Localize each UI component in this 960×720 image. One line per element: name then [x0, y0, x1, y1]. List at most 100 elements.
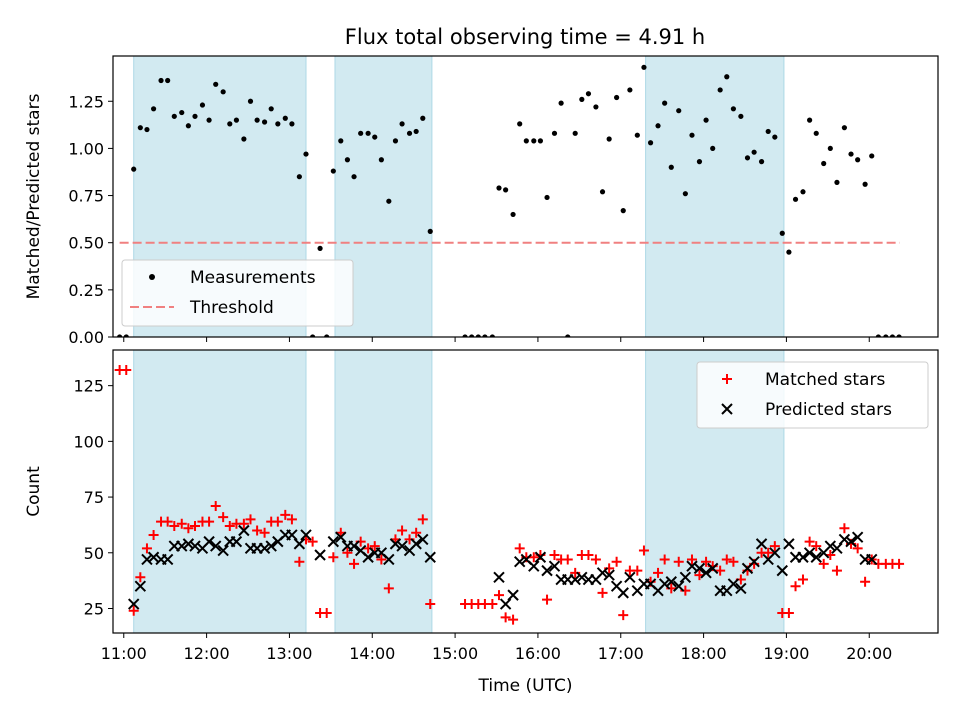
measurement-point [123, 334, 129, 337]
x-tick-label: 17:00 [598, 644, 644, 663]
measurement-point [303, 151, 309, 157]
measurement-point [813, 130, 819, 136]
predicted-star-point [769, 547, 781, 559]
y-tick-label: 75 [84, 488, 104, 507]
measurement-point [807, 117, 813, 123]
measurement-point [185, 123, 191, 129]
measurement-point [647, 140, 654, 146]
legend-marker-matched [722, 374, 732, 384]
measurement-point [496, 185, 502, 191]
measurement-point [641, 64, 647, 70]
measurement-point [800, 189, 806, 195]
measurement-point [724, 74, 730, 80]
measurement-point [875, 334, 881, 337]
measurement-point [703, 117, 709, 123]
predicted-star-point [824, 540, 837, 552]
predicted-star-point [845, 535, 857, 548]
predicted-star-point [128, 598, 140, 610]
measurement-point [668, 164, 674, 170]
matched-star-point [417, 514, 428, 525]
matched-star-point [245, 514, 256, 525]
matched-star-point [369, 541, 380, 552]
measurement-point [358, 130, 364, 136]
predicted-star-point [383, 553, 395, 566]
measurement-point [296, 174, 302, 180]
matched-star-point [280, 509, 291, 520]
matched-star-point [549, 550, 560, 561]
legend-marker-predicted [721, 403, 733, 415]
y-tick-label: 100 [73, 432, 104, 451]
measurement-point [482, 334, 488, 337]
measurement-point [792, 196, 799, 202]
matched-star-point [411, 527, 422, 538]
predicted-star-point [424, 551, 436, 563]
predicted-star-point [686, 560, 698, 572]
matched-star-point [811, 541, 822, 552]
matched-star-point [121, 365, 132, 376]
measurement-point [558, 100, 564, 106]
predicted-star-point [335, 531, 347, 543]
ratio-panel: 0.00 0.25 0.50 0.75 1.00 1.25 Matched/Predicte… [24, 55, 939, 347]
predicted-star-point [389, 538, 402, 550]
measurement-point [827, 145, 833, 152]
predicted-star-point [755, 538, 768, 550]
measurement-point [503, 187, 509, 193]
measurement-point [551, 130, 558, 136]
predicted-star-point [141, 553, 153, 566]
predicted-star-point [217, 544, 229, 557]
predicted-star-point [617, 587, 629, 599]
matched-star-point [349, 558, 360, 569]
measurement-point [469, 334, 475, 337]
predicted-star-point [513, 555, 526, 568]
predicted-star-point [797, 551, 809, 563]
matched-star-point [852, 543, 863, 554]
measurement-point [730, 106, 737, 112]
measurement-point [165, 77, 171, 84]
measurement-point [606, 136, 612, 142]
predicted-star-point [410, 538, 422, 550]
x-tick-label: 16:00 [515, 644, 561, 663]
measurement-point [413, 128, 419, 135]
observing-interval-band [334, 350, 433, 633]
matched-star-point [804, 536, 815, 547]
predicted-star-point [735, 582, 747, 595]
matched-star-point [272, 516, 283, 527]
measurement-point [254, 117, 260, 123]
measurement-point [523, 138, 529, 144]
measurement-point [572, 130, 578, 136]
measurement-point [614, 94, 620, 101]
matched-star-point [508, 614, 519, 625]
measurement-point [220, 89, 226, 95]
y-tick-label: 50 [84, 544, 104, 563]
predicted-star-point [396, 540, 408, 552]
matched-star-point [514, 543, 525, 554]
matched-star-point [701, 556, 712, 567]
measurement-point [310, 334, 316, 337]
measurement-point [475, 334, 481, 337]
measurement-point [862, 181, 868, 187]
measurement-point [117, 334, 123, 337]
y-tick-label: 1.25 [68, 92, 104, 111]
predicted-star-point [327, 535, 340, 548]
predicted-star-point [866, 553, 878, 566]
predicted-star-point [693, 562, 706, 575]
measurement-point [199, 102, 206, 108]
measurement-point [489, 334, 495, 337]
matched-star-point [542, 594, 553, 605]
measurement-point [627, 87, 633, 93]
measurement-point [869, 153, 875, 159]
matched-star-point [487, 599, 498, 610]
matched-star-point [638, 545, 649, 556]
measurement-point [565, 334, 571, 337]
x-tick-label: 18:00 [681, 644, 727, 663]
predicted-star-point [831, 542, 843, 555]
measurement-point [751, 149, 757, 155]
matched-star-point [376, 554, 387, 565]
measurement-point [599, 189, 606, 195]
matched-star-point [618, 610, 629, 621]
predicted-star-point [679, 571, 692, 583]
observing-interval-band [133, 350, 307, 633]
x-tick-label: 11:00 [101, 644, 147, 663]
matched-star-point [790, 581, 801, 592]
